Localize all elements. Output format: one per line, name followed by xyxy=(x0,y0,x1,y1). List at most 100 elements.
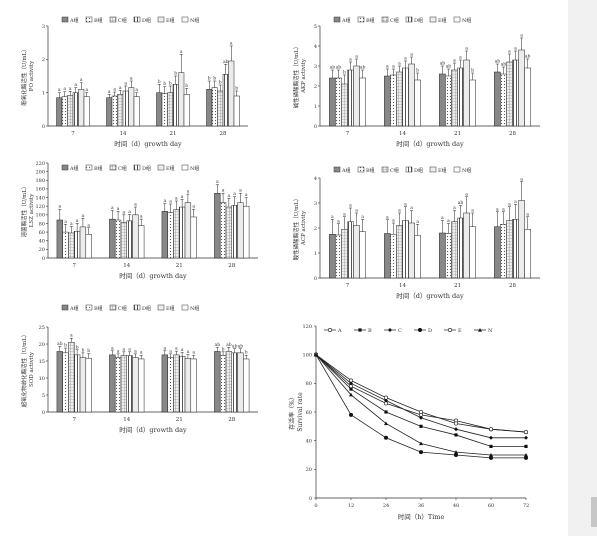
x-tick-label: 28 xyxy=(228,263,235,269)
significance-letter: a xyxy=(187,190,190,195)
bar xyxy=(225,206,233,259)
y-tick-label: 180 xyxy=(35,178,45,184)
legend-swatch xyxy=(381,16,389,23)
bar xyxy=(408,222,415,279)
data-point xyxy=(349,392,353,397)
legend-label: B组 xyxy=(94,17,103,24)
legend-label: C组 xyxy=(118,17,127,24)
significance-letter: a xyxy=(361,215,364,220)
significance-letter: ab xyxy=(330,65,336,71)
y-tick-label: 5 xyxy=(42,393,45,399)
y-axis-title-en: AKP activity xyxy=(301,58,307,94)
significance-letter: a xyxy=(169,349,172,354)
legend-swatch xyxy=(157,164,165,171)
significance-letter: b xyxy=(235,86,238,92)
legend-swatch xyxy=(429,16,437,23)
data-point xyxy=(524,444,528,448)
significance-letter: a xyxy=(134,203,137,208)
bar xyxy=(161,211,168,259)
legend-swatch xyxy=(157,304,165,311)
legend-label: D组 xyxy=(414,17,423,24)
y-tick-label: 0 xyxy=(42,410,45,416)
data-point xyxy=(454,427,458,432)
bar xyxy=(183,94,190,127)
legend: A组 B组 C组 D组 E组 N组 xyxy=(61,304,199,312)
y-axis-title: 存活率（%） xyxy=(288,394,296,430)
significance-letter: a xyxy=(228,194,231,199)
legend-label: B组 xyxy=(366,17,375,24)
bar xyxy=(414,235,421,279)
significance-letter: a xyxy=(441,216,444,221)
legend-swatch xyxy=(85,16,93,23)
bar xyxy=(128,87,135,127)
bar xyxy=(329,77,336,127)
x-tick-label: 21 xyxy=(170,131,177,137)
bar xyxy=(109,354,116,413)
legend-label: A组 xyxy=(69,17,79,24)
y-tick-label: 10 xyxy=(39,376,45,382)
legend-label: B组 xyxy=(94,165,103,172)
significance-letter: ab xyxy=(360,65,366,71)
significance-letter: a xyxy=(80,78,83,83)
significance-letter: a xyxy=(230,42,233,47)
bar xyxy=(347,221,354,279)
y-axis-title-en: LSZ activity xyxy=(29,193,35,227)
significance-letter: a xyxy=(471,209,474,214)
significance-letter: a xyxy=(111,206,114,211)
significance-letter: a xyxy=(502,207,505,212)
page-corner xyxy=(591,497,597,527)
significance-letter: b xyxy=(343,70,346,76)
y-tick-label: 20 xyxy=(39,342,45,348)
akp-activity-chart: A组 B组 C组 D组 E组 N组 0 1 2 3 4 5 ab ab b a a ab 7 a a a a a b 14 ab ab… xyxy=(290,8,560,158)
significance-letter: b xyxy=(174,71,177,77)
legend-swatch xyxy=(61,304,69,311)
significance-letter: ab xyxy=(501,62,507,68)
significance-letter: a xyxy=(245,193,248,198)
x-axis-title: 时间（d）growth day xyxy=(396,291,464,300)
bar xyxy=(132,214,139,259)
significance-letter: a xyxy=(465,47,468,52)
legend: A组 B组 C组 D组 E组 N组 xyxy=(61,164,199,172)
x-tick-label: 7 xyxy=(73,417,77,423)
bar xyxy=(329,234,336,279)
bar xyxy=(62,231,69,259)
bar xyxy=(161,354,168,413)
y-axis-title: 酚氧化酶活性（U/mL） xyxy=(20,46,28,105)
significance-letter: ab xyxy=(525,54,531,60)
bar xyxy=(506,61,513,127)
data-point xyxy=(349,381,353,386)
significance-letter: a xyxy=(216,180,219,185)
legend-marker xyxy=(388,328,392,332)
data-point xyxy=(524,435,528,440)
bar xyxy=(178,72,185,127)
bar xyxy=(111,95,118,127)
legend-label: C组 xyxy=(390,167,399,174)
significance-letter: a xyxy=(404,202,407,207)
bar xyxy=(184,202,192,259)
significance-letter: b xyxy=(163,81,166,87)
bar xyxy=(451,221,458,279)
legend-label: A xyxy=(337,328,342,334)
bar xyxy=(347,69,354,127)
legend-swatch xyxy=(453,16,461,23)
bar xyxy=(190,358,197,413)
x-tick-label: 21 xyxy=(176,263,183,269)
x-tick-label: 24 xyxy=(383,503,389,509)
y-axis-title: 碱性磷酸酶活性（U/mL） xyxy=(292,44,300,109)
significance-letter: b xyxy=(169,81,172,87)
bar xyxy=(231,352,238,413)
y-tick-label: 3 xyxy=(314,201,317,207)
series-line xyxy=(315,354,527,433)
bar xyxy=(408,63,415,127)
significance-letter: a xyxy=(181,195,184,200)
significance-letter: a xyxy=(140,215,143,220)
bar xyxy=(138,358,145,413)
significance-letter: a xyxy=(128,347,131,352)
bar xyxy=(56,97,63,127)
data-point xyxy=(419,410,424,415)
data-point xyxy=(489,435,493,440)
bar xyxy=(341,229,348,279)
legend-label: E组 xyxy=(438,17,447,24)
bar xyxy=(74,230,81,259)
